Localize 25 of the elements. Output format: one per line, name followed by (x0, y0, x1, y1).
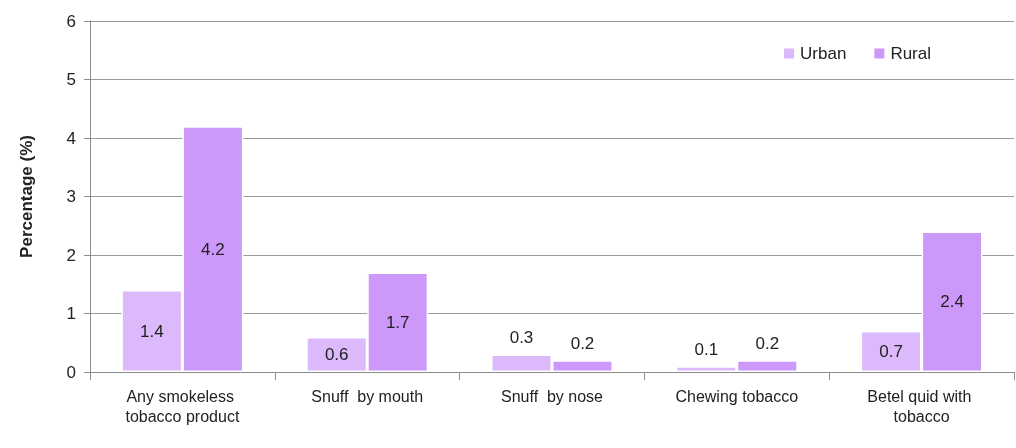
data-label: 2.4 (940, 292, 964, 312)
x-tick-label: Snuff by mouth (311, 387, 424, 405)
x-tick-label: Any smokeless tobacco product (125, 387, 240, 425)
y-tick-label: 3 (66, 187, 76, 206)
data-label: 0.2 (755, 334, 780, 354)
x-tick-label: Chewing tobacco (675, 387, 799, 405)
data-label: 0.7 (879, 342, 903, 362)
data-label: 0.1 (694, 340, 719, 360)
data-label: 1.7 (385, 312, 410, 332)
y-tick-label: 1 (66, 304, 76, 323)
y-tick-label: 2 (66, 245, 76, 265)
data-label: 0.2 (570, 334, 595, 354)
y-tick-label: 5 (66, 70, 76, 89)
data-label: 0.6 (324, 344, 349, 364)
y-tick-label: 4 (66, 128, 76, 148)
data-label: 4.2 (201, 239, 225, 259)
y-axis-title: Percentage (%) (17, 135, 36, 258)
data-label: 1.4 (140, 321, 164, 341)
y-tick-label: 6 (66, 11, 76, 31)
x-tick-label: Snuff by nose (501, 387, 604, 405)
data-label: 0.3 (509, 328, 534, 348)
y-tick-label: 0 (66, 362, 76, 382)
legend-label: Urban (800, 44, 847, 63)
x-tick-label: Betel quid with tobacco (867, 387, 976, 425)
legend-label: Rural (890, 44, 931, 63)
